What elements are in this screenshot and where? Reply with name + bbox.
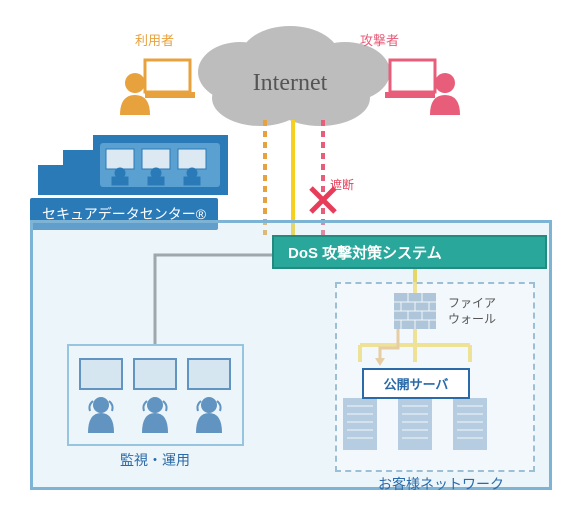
internet-text: Internet xyxy=(253,70,328,96)
user-label: 利用者 xyxy=(135,30,174,49)
block-label: 遮断 xyxy=(330,176,354,193)
user-icon xyxy=(120,60,195,115)
public-server-label: 公開サーバ xyxy=(362,368,470,399)
attacker-label: 攻撃者 xyxy=(360,30,399,49)
firewall-label: ファイア ウォール xyxy=(448,296,496,327)
attacker-icon xyxy=(385,60,460,115)
dos-system-box: DoS 攻撃対策システム xyxy=(272,235,547,269)
customer-network-label: お客様ネットワーク xyxy=(378,474,504,494)
monitoring-label: 監視・運用 xyxy=(120,450,190,470)
datacenter-building xyxy=(38,135,228,195)
